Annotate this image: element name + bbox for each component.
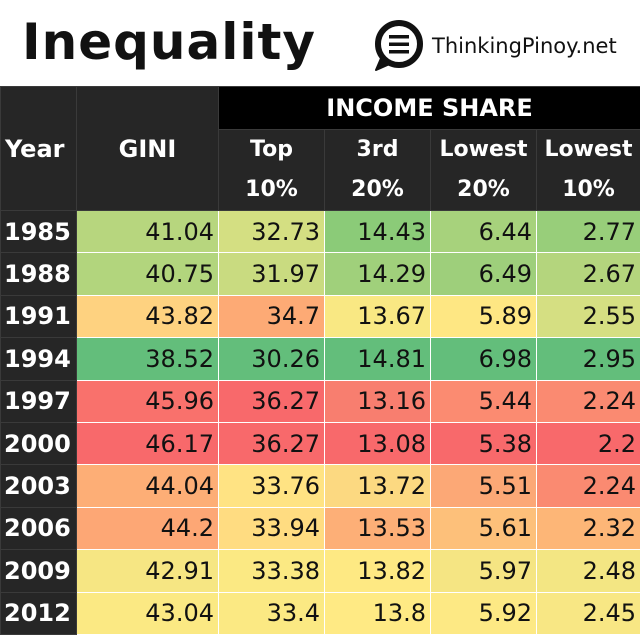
- gini-cell: 43.82: [76, 294, 219, 339]
- table-row: 2003 44.04 33.76 13.72 5.51 2.24: [0, 464, 640, 508]
- table-row: 2000 46.17 36.27 13.08 5.38 2.2: [0, 421, 640, 466]
- lowest10-cell: 2.2: [535, 421, 640, 466]
- lowest10-cell: 2.48: [535, 549, 640, 593]
- third20-cell: 14.29: [324, 252, 431, 296]
- header-line: 10%: [562, 177, 615, 202]
- table-row: 2012 43.04 33.4 13.8 5.92 2.45: [0, 591, 640, 635]
- year-cell: 1994: [0, 337, 77, 381]
- lowest10-cell: 2.45: [535, 591, 640, 635]
- top10-cell: 33.4: [218, 591, 325, 635]
- year-cell: 2003: [0, 464, 77, 508]
- gini-cell: 40.75: [76, 252, 219, 296]
- column-header-3rd-20: 3rd 20%: [324, 129, 431, 211]
- table-row: 1994 38.52 30.26 14.81 6.98 2.95: [0, 337, 640, 381]
- gini-cell: 44.2: [76, 506, 219, 551]
- lowest20-cell: 6.98: [430, 337, 537, 381]
- header-line: Lowest: [439, 137, 528, 162]
- third20-cell: 14.81: [324, 337, 431, 381]
- third20-cell: 13.67: [324, 294, 431, 339]
- lowest20-cell: 5.92: [430, 591, 537, 635]
- lowest20-cell: 5.97: [430, 549, 537, 593]
- third20-cell: 13.72: [324, 464, 431, 508]
- lowest20-cell: 6.44: [430, 209, 537, 254]
- brand-name: ThinkingPinoy.net: [432, 34, 617, 58]
- year-cell: 2000: [0, 421, 77, 466]
- top10-cell: 36.27: [218, 421, 325, 466]
- third20-cell: 14.43: [324, 209, 431, 254]
- gini-cell: 41.04: [76, 209, 219, 254]
- column-header-gini: GINI: [76, 86, 219, 211]
- year-cell: 2012: [0, 591, 77, 635]
- year-cell: 1991: [0, 294, 77, 339]
- top10-cell: 31.97: [218, 252, 325, 296]
- lowest10-cell: 2.32: [535, 506, 640, 551]
- column-header-lowest-10: Lowest 10%: [535, 129, 640, 211]
- lowest20-cell: 5.38: [430, 421, 537, 466]
- gini-cell: 38.52: [76, 337, 219, 381]
- year-cell: 1988: [0, 252, 77, 296]
- lowest20-cell: 6.49: [430, 252, 537, 296]
- table-row: 1991 43.82 34.7 13.67 5.89 2.55: [0, 294, 640, 339]
- year-cell: 2009: [0, 549, 77, 593]
- top10-cell: 30.26: [218, 337, 325, 381]
- third20-cell: 13.82: [324, 549, 431, 593]
- column-header-top-10: Top 10%: [218, 129, 325, 211]
- lowest20-cell: 5.51: [430, 464, 537, 508]
- third20-cell: 13.08: [324, 421, 431, 466]
- header-line: Lowest: [544, 137, 633, 162]
- lowest10-cell: 2.24: [535, 464, 640, 508]
- header-line: Top: [250, 137, 293, 162]
- table-row: 2009 42.91 33.38 13.82 5.97 2.48: [0, 549, 640, 593]
- top10-cell: 33.94: [218, 506, 325, 551]
- top10-cell: 32.73: [218, 209, 325, 254]
- gini-cell: 45.96: [76, 379, 219, 423]
- year-cell: 2006: [0, 506, 77, 551]
- gini-cell: 46.17: [76, 421, 219, 466]
- header: Inequality ThinkingPinoy.net: [0, 0, 640, 86]
- table-row: 1985 41.04 32.73 14.43 6.44 2.77: [0, 209, 640, 254]
- column-header-lowest-20: Lowest 20%: [430, 129, 537, 211]
- column-header-year: Year: [0, 86, 77, 211]
- table-row: 2006 44.2 33.94 13.53 5.61 2.32: [0, 506, 640, 551]
- third20-cell: 13.8: [324, 591, 431, 635]
- logo-svg: [375, 20, 423, 71]
- top10-cell: 34.7: [218, 294, 325, 339]
- top10-cell: 33.38: [218, 549, 325, 593]
- table-row: 1997 45.96 36.27 13.16 5.44 2.24: [0, 379, 640, 423]
- header-line: 20%: [351, 177, 404, 202]
- header-line: 10%: [245, 177, 298, 202]
- gini-cell: 43.04: [76, 591, 219, 635]
- lowest10-cell: 2.55: [535, 294, 640, 339]
- inequality-table: Year GINI INCOME SHARE Top 10% 3rd 20% Low…: [0, 86, 640, 635]
- header-line: 20%: [457, 177, 510, 202]
- chat-bubble-menu-icon: [370, 18, 430, 74]
- top10-cell: 36.27: [218, 379, 325, 423]
- header-line: 3rd: [356, 137, 399, 162]
- column-group-income-share: INCOME SHARE: [217, 86, 640, 130]
- lowest10-cell: 2.67: [535, 252, 640, 296]
- lowest10-cell: 2.95: [535, 337, 640, 381]
- lowest10-cell: 2.24: [535, 379, 640, 423]
- lowest20-cell: 5.61: [430, 506, 537, 551]
- lowest20-cell: 5.89: [430, 294, 537, 339]
- third20-cell: 13.16: [324, 379, 431, 423]
- gini-cell: 44.04: [76, 464, 219, 508]
- year-cell: 1997: [0, 379, 77, 423]
- gini-cell: 42.91: [76, 549, 219, 593]
- top10-cell: 33.76: [218, 464, 325, 508]
- lowest10-cell: 2.77: [535, 209, 640, 254]
- page-title: Inequality: [22, 13, 317, 71]
- lowest20-cell: 5.44: [430, 379, 537, 423]
- year-cell: 1985: [0, 209, 77, 254]
- table-row: 1988 40.75 31.97 14.29 6.49 2.67: [0, 252, 640, 296]
- third20-cell: 13.53: [324, 506, 431, 551]
